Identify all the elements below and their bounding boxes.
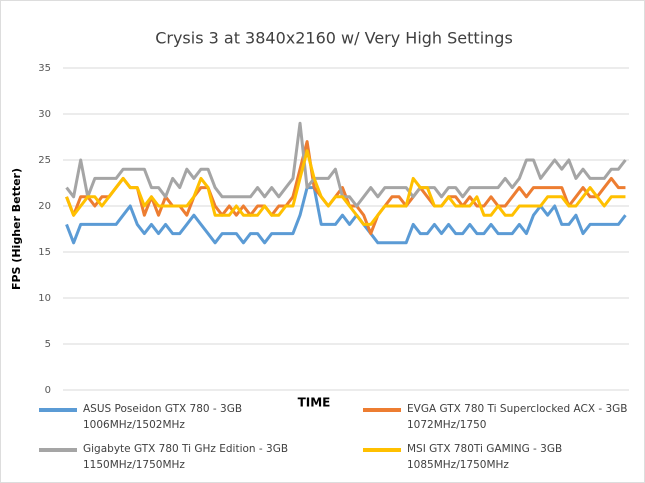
chart-title: Crysis 3 at 3840x2160 w/ Very High Setti… <box>155 29 513 48</box>
legend-label: Gigabyte GTX 780 Ti GHz Edition - 3GB 11… <box>83 443 289 471</box>
legend-label: EVGA GTX 780 Ti Superclocked ACX - 3GB 1… <box>407 403 628 431</box>
legend-label: ASUS Poseidon GTX 780 - 3GB 1006MHz/1502… <box>83 403 243 431</box>
legend-entry: MSI GTX 780Ti GAMING - 3GB 1085MHz/1750M… <box>363 441 562 473</box>
legend-entry: ASUS Poseidon GTX 780 - 3GB 1006MHz/1502… <box>39 401 242 433</box>
y-tick-label: 10 <box>38 293 51 304</box>
series-line <box>65 186 627 245</box>
y-tick-label: 20 <box>38 201 51 212</box>
y-tick-label: 30 <box>38 109 51 120</box>
legend-swatch <box>363 408 401 412</box>
legend-swatch <box>363 448 401 452</box>
legend-label: MSI GTX 780Ti GAMING - 3GB 1085MHz/1750M… <box>407 443 563 471</box>
y-tick-label: 5 <box>45 339 51 350</box>
series-line <box>65 149 626 226</box>
y-tick-label: 0 <box>45 385 51 396</box>
y-tick-label: 35 <box>38 63 51 74</box>
y-tick-label: 25 <box>38 155 51 166</box>
legend-entry: Gigabyte GTX 780 Ti GHz Edition - 3GB 11… <box>39 441 288 473</box>
y-axis-label: FPS (Higher Better) <box>10 168 23 290</box>
x-axis-label: TIME <box>298 396 331 410</box>
y-tick-label: 15 <box>38 247 51 258</box>
series-line <box>65 121 627 208</box>
legend-swatch <box>39 408 77 412</box>
legend-entry: EVGA GTX 780 Ti Superclocked ACX - 3GB 1… <box>363 401 628 433</box>
legend-swatch <box>39 448 77 452</box>
